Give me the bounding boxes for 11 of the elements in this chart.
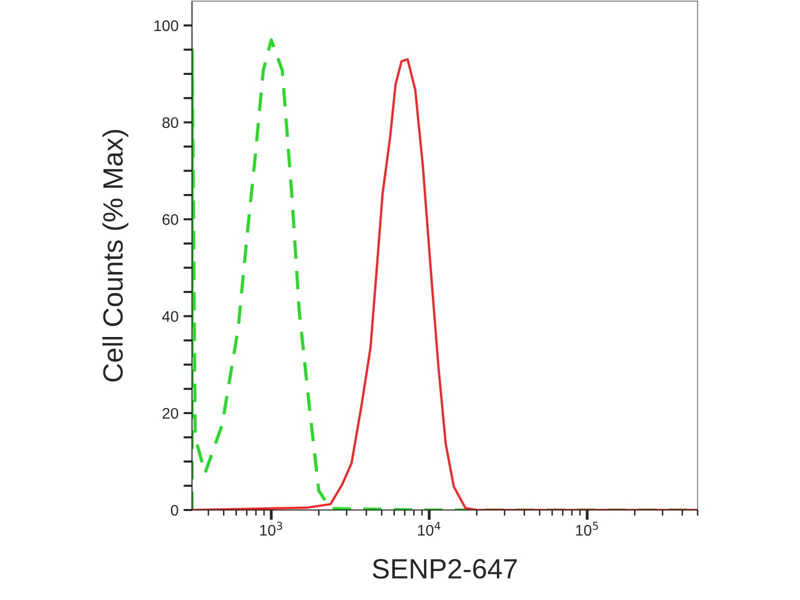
x-tick-label: 10$^{5}$ <box>576 522 598 536</box>
y-tick-label: 60 <box>162 214 178 225</box>
y-axis-title: Cell Counts (% Max) <box>102 130 128 382</box>
y-tick-label: 0 <box>170 504 178 516</box>
x-tick-label: 10$^{4}$ <box>418 522 440 536</box>
y-tick-label: 100 <box>154 20 178 32</box>
x-tick-label: 10$^{3}$ <box>260 522 282 536</box>
y-tick-label: 40 <box>162 311 178 322</box>
x-axis-title: SENP2-647 <box>372 559 517 579</box>
y-tick-label: 80 <box>162 117 178 128</box>
y-tick-label: 20 <box>162 408 178 419</box>
